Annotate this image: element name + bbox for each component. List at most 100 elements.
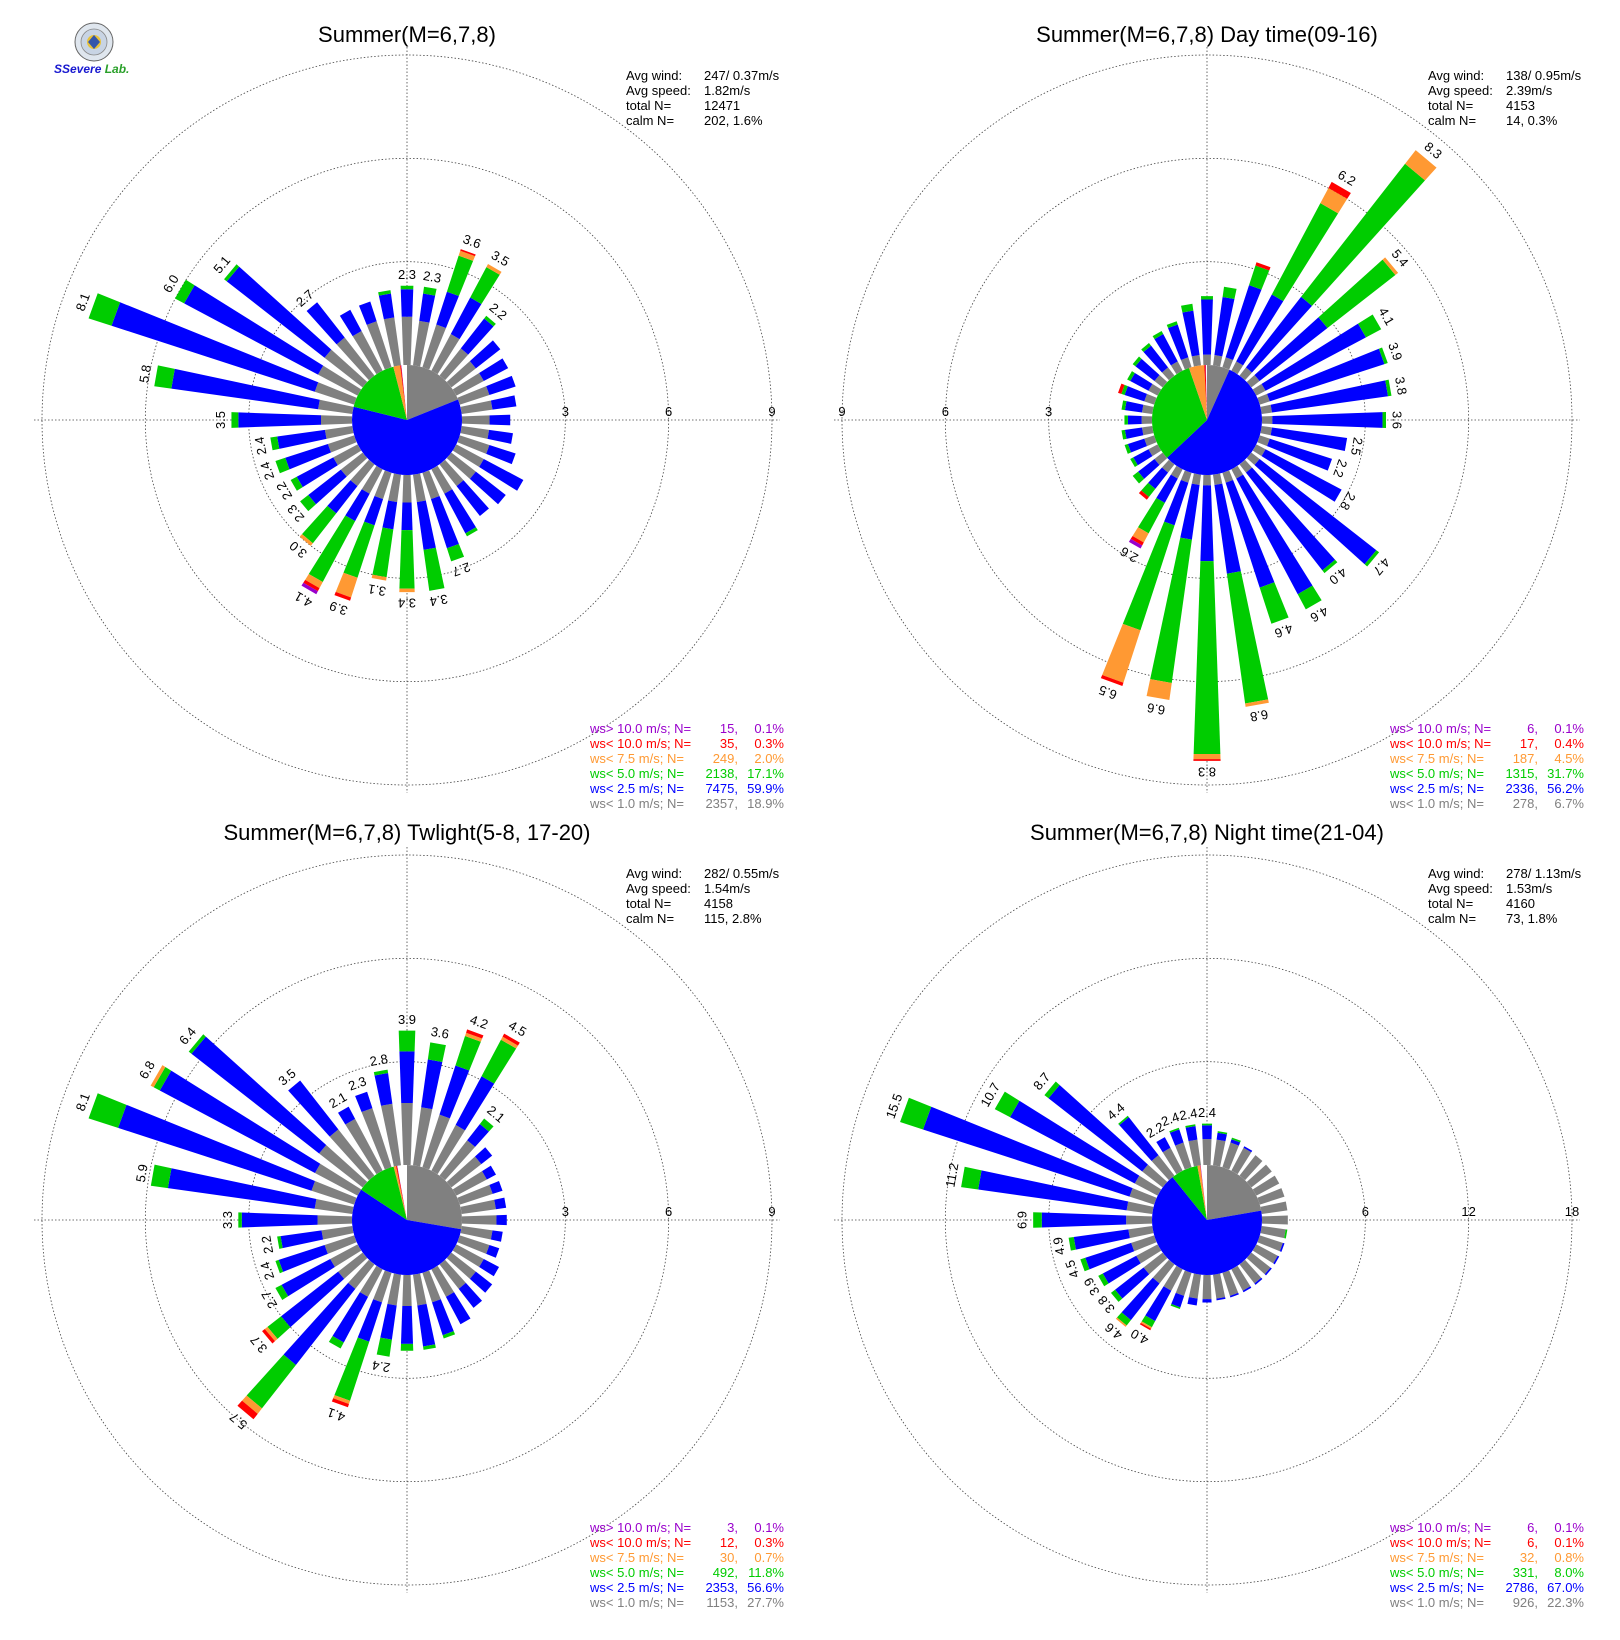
bar-value-label: 8.3	[1198, 764, 1216, 779]
bar-value-label: 3.1	[367, 581, 387, 599]
bar-segment-gray	[439, 1259, 466, 1289]
bar-segment-gray	[340, 452, 368, 477]
bar-segment-blue	[1135, 358, 1160, 382]
bar-segment-green	[1378, 347, 1388, 365]
bar-segment-gray	[1213, 473, 1223, 486]
stats-value: 73, 1.8%	[1506, 911, 1558, 926]
bar-segment-gray	[1136, 1244, 1162, 1264]
legend-percent: 0.1%	[1554, 1520, 1584, 1535]
bar-segment-orange	[486, 264, 502, 275]
pie-slice-lt75	[1189, 365, 1207, 420]
bar-segment-red	[334, 591, 352, 601]
pie-slice-ge10	[1205, 365, 1207, 420]
bar-segment-gray	[1213, 1139, 1226, 1167]
bar-segment-gray	[1262, 416, 1273, 424]
bar-segment-green	[372, 527, 394, 578]
bar-segment-gray	[338, 1252, 368, 1279]
legend-label: ws< 7.5 m/s; N=	[1389, 1550, 1484, 1565]
bar-segment-green	[154, 365, 175, 389]
bar-segment-blue	[1270, 380, 1389, 413]
bar-segment-blue	[1048, 1085, 1148, 1172]
bar-segment-blue	[490, 1230, 503, 1242]
legend-percent: 0.4%	[1554, 736, 1584, 751]
bar-segment-green	[1322, 559, 1338, 574]
pie-slice-lt10	[400, 365, 407, 420]
bar-segment-gray	[422, 324, 446, 370]
lab-seal-icon	[74, 22, 114, 62]
bar-segment-gray	[1222, 357, 1234, 370]
bar-segment-green	[1141, 482, 1156, 498]
bar-segment-orange	[305, 573, 323, 589]
bar-segment-gray	[1239, 367, 1253, 381]
bar-segment-green	[481, 1039, 517, 1084]
bar-segment-gray	[1129, 1188, 1157, 1205]
bar-segment-blue	[171, 368, 320, 410]
bar-segment-green	[400, 285, 414, 290]
stats-value: 4160	[1506, 896, 1535, 911]
bar-segment-green	[267, 1316, 291, 1339]
stats-label: calm N=	[626, 113, 674, 128]
pie-slice-lt75	[393, 365, 407, 420]
bar-value-label: 3.4	[398, 596, 416, 611]
bar-segment-blue	[486, 1245, 500, 1258]
legend-count: 331,	[1513, 1565, 1538, 1580]
legend-label: ws< 5.0 m/s; N=	[589, 1565, 684, 1580]
bar-segment-green	[1124, 443, 1131, 454]
bar-segment-red	[1139, 1322, 1152, 1331]
bar-value-label: 2.4	[257, 460, 277, 482]
bar-segment-gray	[1170, 361, 1183, 375]
bar-segment-green	[1033, 1212, 1042, 1228]
bar-value-label: 3.9	[1385, 340, 1405, 362]
legend-percent: 0.7%	[754, 1550, 784, 1565]
legend-count: 3,	[727, 1520, 738, 1535]
bar-segment-green	[373, 1069, 389, 1076]
bar-segment-gray	[462, 415, 490, 425]
legend-label: ws< 7.5 m/s; N=	[1389, 751, 1484, 766]
bar-segment-gray	[1141, 426, 1154, 436]
bar-segment-blue	[111, 302, 319, 392]
legend-label: ws> 10.0 m/s; N=	[1389, 721, 1491, 736]
bar-segment-gray	[314, 382, 357, 405]
bar-segment-green	[1180, 303, 1194, 313]
stats-label: calm N=	[1428, 911, 1476, 926]
bar-segment-green	[270, 436, 280, 451]
bar-segment-gray	[1163, 1265, 1183, 1291]
bar-segment-gray	[431, 334, 460, 375]
bar-value-label: 2.3	[398, 267, 416, 282]
bar-segment-gray	[366, 321, 392, 370]
bar-segment-blue	[339, 309, 362, 337]
bar-segment-green	[1185, 1124, 1196, 1128]
bar-segment-gray	[1188, 1139, 1201, 1167]
bar-segment-green	[446, 543, 465, 562]
ring-label: 9	[838, 404, 845, 419]
bar-segment-blue	[469, 471, 506, 505]
legend-percent: 11.8%	[748, 1565, 784, 1580]
bar-segment-blue	[364, 496, 384, 526]
bar-segment-gray	[359, 1265, 383, 1297]
bar-segment-green	[301, 505, 337, 544]
bar-segment-blue	[1243, 1146, 1253, 1153]
legend-label: ws< 10.0 m/s; N=	[589, 736, 691, 751]
panel-title: Summer(M=6,7,8) Night time(21-04)	[1030, 820, 1384, 845]
legend-percent: 0.1%	[754, 721, 784, 736]
bar-segment-gray	[422, 470, 440, 500]
bar-segment-blue	[1200, 485, 1214, 562]
bar-segment-gray	[1191, 354, 1201, 367]
bar-segment-gray	[1152, 1259, 1175, 1284]
bar-segment-blue	[1124, 427, 1144, 439]
bar-segment-gray	[457, 435, 490, 454]
bar-segment-blue	[1214, 296, 1235, 357]
bar-segment-green	[343, 521, 375, 578]
legend-label: ws> 10.0 m/s; N=	[1389, 1520, 1491, 1535]
bar-segment-red	[331, 1398, 349, 1408]
bar-segment-blue	[401, 502, 413, 531]
bar-segment-blue	[1236, 294, 1284, 366]
bar-segment-gray	[330, 1244, 362, 1268]
bar-value-label: 3.4	[429, 591, 449, 609]
bar-value-label: 4.1	[292, 588, 315, 610]
bar-segment-green	[275, 457, 290, 474]
bar-segment-blue	[1254, 458, 1377, 565]
bar-segment-blue	[1185, 1125, 1198, 1142]
bar-segment-green	[446, 255, 474, 297]
legend-percent: 0.8%	[1554, 1550, 1584, 1565]
